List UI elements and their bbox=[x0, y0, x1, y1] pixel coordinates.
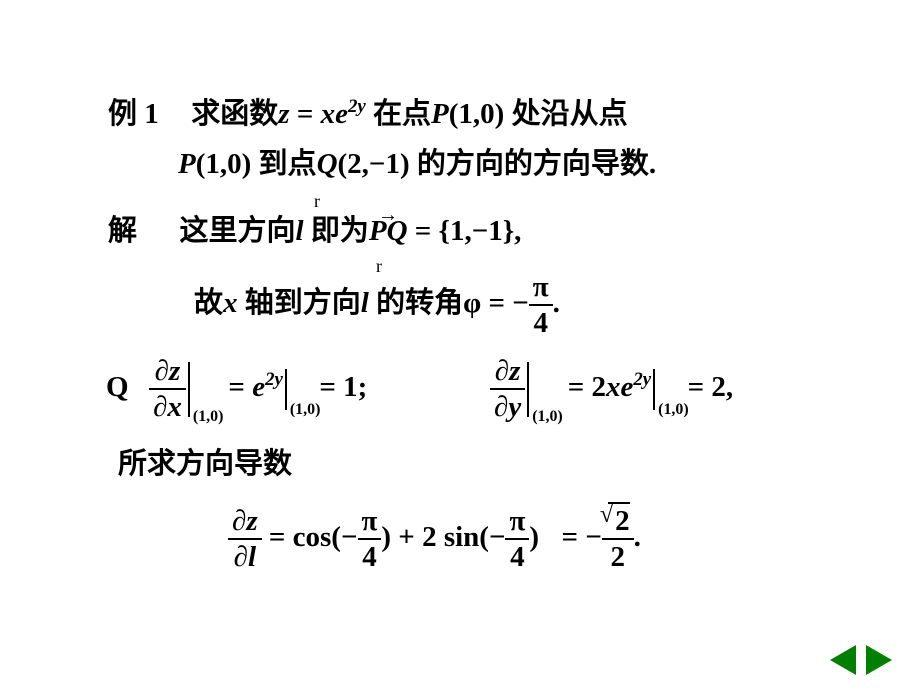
r-over-l-2: r bbox=[376, 256, 382, 277]
eq: = 2 bbox=[568, 371, 606, 403]
point-Q: Q bbox=[317, 148, 338, 180]
exp-2y: 2y bbox=[633, 369, 651, 390]
var-phi: φ bbox=[463, 287, 481, 319]
point-P: P bbox=[178, 148, 196, 180]
var-e: e bbox=[620, 371, 633, 403]
period: . bbox=[553, 287, 560, 319]
solution-label: 解 bbox=[108, 215, 137, 247]
because-symbol: Q bbox=[106, 371, 129, 403]
text: 在点 bbox=[366, 98, 431, 130]
eq: = − bbox=[481, 287, 529, 319]
eq: = {1,−1}, bbox=[408, 215, 522, 247]
arrow-icon: → bbox=[369, 204, 408, 227]
partial-dx-line: Q ∂z∂x(1,0) = e2y(1,0) = 1; bbox=[106, 356, 367, 423]
solution-line-1: 解 这里方向l 即为→PQ = {1,−1}, bbox=[108, 207, 521, 249]
text: 处沿从点 bbox=[504, 98, 627, 130]
point-P: P bbox=[431, 98, 449, 130]
text: 求函数 bbox=[191, 98, 278, 130]
r-over-l-1: r bbox=[314, 191, 320, 212]
eval-bar: (1,0) bbox=[653, 369, 655, 410]
eq: = bbox=[228, 371, 252, 403]
result: = 1; bbox=[319, 371, 367, 403]
vector-l: l bbox=[361, 287, 369, 320]
var-z: z bbox=[278, 98, 289, 130]
text: 轴到方向 bbox=[238, 287, 361, 319]
expr: ) + 2 sin(− bbox=[381, 521, 505, 553]
vector-PQ: →PQ bbox=[369, 215, 408, 248]
var-x: x bbox=[321, 98, 336, 130]
var-e: e bbox=[335, 98, 348, 130]
fraction-dz-dl: ∂z∂l bbox=[228, 506, 262, 573]
eq: = − bbox=[562, 521, 602, 553]
text: 故 bbox=[194, 287, 223, 319]
coords: (1,0) bbox=[449, 98, 505, 130]
final-result-line: ∂z∂l = cos(−π4) + 2 sin(−π4) = − 2√2. bbox=[228, 506, 641, 573]
fraction-sqrt2-2: 2√2 bbox=[602, 506, 634, 573]
text: 的转角 bbox=[369, 287, 463, 319]
conclusion-label: 所求方向导数 bbox=[118, 440, 292, 482]
fraction-pi-4: π4 bbox=[358, 506, 382, 573]
result: = 2, bbox=[688, 371, 734, 403]
coords: (2,−1) bbox=[338, 148, 410, 180]
exp-2y: 2y bbox=[348, 96, 366, 117]
next-slide-button[interactable] bbox=[866, 645, 892, 675]
coords: (1,0) bbox=[196, 148, 252, 180]
eval-bar: (1,0) bbox=[188, 362, 190, 417]
text: 到点 bbox=[251, 148, 316, 180]
fraction-dz-dy: ∂z∂y bbox=[490, 356, 525, 423]
vector-l: l bbox=[296, 215, 304, 248]
partial-dy-line: ∂z∂y(1,0) = 2xe2y(1,0) = 2, bbox=[490, 356, 733, 423]
text: 即为 bbox=[304, 215, 369, 247]
problem-line-2: P(1,0) 到点Q(2,−1) 的方向的方向导数. bbox=[178, 140, 656, 182]
var-x: x bbox=[223, 287, 238, 319]
period: . bbox=[634, 521, 641, 553]
exp-2y: 2y bbox=[265, 369, 283, 390]
example-label: 例 1 bbox=[108, 98, 159, 130]
solution-line-2: 故x 轴到方向l 的转角φ = −π4. bbox=[194, 272, 560, 339]
problem-line-1: 例 1 求函数z = xe2y 在点P(1,0) 处沿从点 bbox=[108, 90, 628, 132]
expr: = cos(− bbox=[262, 521, 358, 553]
math-slide: 例 1 求函数z = xe2y 在点P(1,0) 处沿从点 P(1,0) 到点Q… bbox=[0, 0, 920, 690]
eval-bar: (1,0) bbox=[285, 369, 287, 410]
prev-slide-button[interactable] bbox=[830, 645, 856, 675]
var-x: x bbox=[606, 371, 621, 403]
expr: ) bbox=[529, 521, 539, 553]
fraction-pi-4: π4 bbox=[505, 506, 529, 573]
var-e: e bbox=[252, 371, 265, 403]
eq: = bbox=[290, 98, 321, 130]
eval-bar: (1,0) bbox=[527, 362, 529, 417]
fraction-dz-dx: ∂z∂x bbox=[149, 356, 186, 423]
fraction-pi-4: π4 bbox=[529, 272, 553, 339]
text: 这里方向 bbox=[180, 215, 296, 247]
text: 的方向的方向导数. bbox=[410, 148, 657, 180]
